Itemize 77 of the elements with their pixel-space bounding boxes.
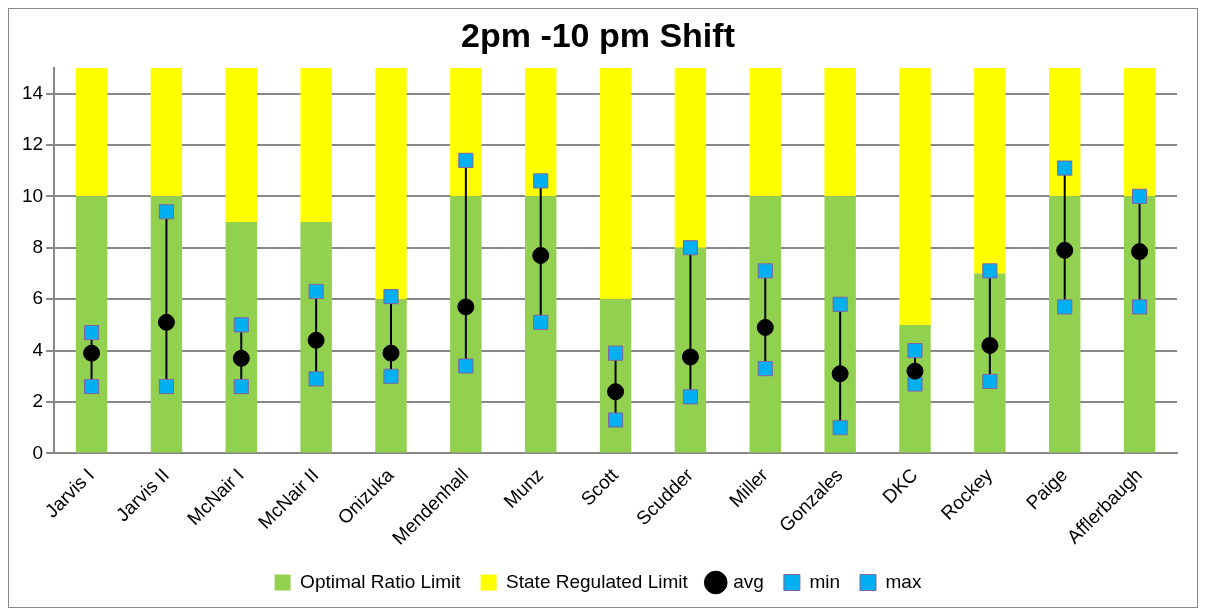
point [1132, 188, 1148, 204]
point [232, 349, 250, 367]
y-tick-label: 10 [21, 184, 44, 206]
point [382, 344, 400, 362]
point [682, 240, 698, 256]
bar [300, 67, 332, 223]
point [383, 368, 399, 384]
bar [375, 67, 407, 300]
bar [749, 67, 781, 197]
point [83, 379, 100, 395]
bar [75, 196, 108, 453]
bar [75, 67, 108, 197]
point [832, 420, 848, 436]
point [158, 204, 174, 220]
bar [150, 67, 183, 197]
point [1057, 299, 1073, 315]
y-tick-label: 2 [32, 390, 44, 412]
y-tick-label: 12 [21, 133, 44, 155]
y-tick-label: 4 [32, 338, 44, 360]
point [458, 152, 474, 168]
point [607, 383, 625, 401]
point [308, 371, 324, 387]
point [906, 362, 924, 380]
y-tick-label: 0 [32, 441, 44, 463]
bar [824, 196, 856, 453]
point [233, 379, 249, 395]
legend-label: State Regulated Limit [506, 570, 689, 592]
point [831, 365, 849, 383]
y-tick-label: 6 [32, 287, 44, 309]
point [756, 318, 774, 336]
point [233, 317, 249, 333]
bar [974, 67, 1006, 274]
legend-label: max [885, 570, 922, 592]
bar [674, 67, 707, 248]
bar [899, 67, 931, 325]
point [981, 336, 999, 354]
bar [1048, 67, 1081, 197]
point [907, 343, 923, 359]
point [1056, 241, 1074, 259]
legend-label: Optimal Ratio Limit [300, 570, 462, 592]
bar [599, 67, 632, 300]
point [532, 246, 550, 264]
bar [1048, 196, 1081, 453]
point [533, 173, 549, 189]
legend-label: min [809, 570, 841, 592]
point [982, 373, 998, 389]
point [158, 379, 174, 395]
point [682, 389, 698, 405]
point [458, 358, 474, 374]
point [832, 296, 848, 312]
bar [524, 67, 557, 197]
point [681, 348, 699, 366]
point [982, 263, 998, 279]
point [83, 344, 101, 362]
point [308, 283, 324, 300]
bar [225, 67, 257, 223]
point [757, 263, 773, 279]
point [157, 313, 175, 331]
point [757, 361, 773, 377]
point [83, 325, 100, 341]
y-tick-label: 8 [32, 235, 44, 257]
bar [1123, 67, 1156, 197]
point [533, 314, 549, 330]
point [608, 345, 624, 361]
point [457, 298, 475, 316]
point [383, 289, 399, 305]
bar [450, 67, 482, 197]
point [1132, 299, 1148, 315]
chart-title: 2pm -10 pm Shift [461, 15, 735, 54]
bar [824, 67, 856, 197]
point [307, 331, 325, 349]
legend-label: avg [733, 570, 764, 592]
bar [524, 196, 557, 453]
point [1057, 160, 1073, 176]
point [1131, 243, 1149, 261]
point [608, 412, 624, 428]
y-tick-label: 14 [21, 81, 44, 103]
